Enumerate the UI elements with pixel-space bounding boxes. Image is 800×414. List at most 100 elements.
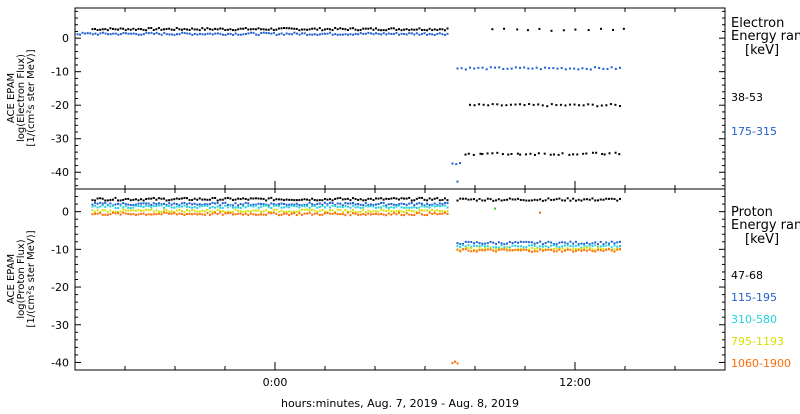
data-point-310-580 (321, 204, 324, 207)
data-point-175-315 (237, 33, 240, 36)
data-point-47-68 (311, 197, 314, 200)
data-point-47-68 (290, 198, 293, 201)
data-point-38-53 (614, 151, 617, 154)
data-point-310-580 (214, 206, 217, 209)
data-point-38-53 (91, 28, 94, 31)
data-point-175-315 (455, 163, 458, 166)
data-point-175-315 (163, 31, 166, 34)
data-point-47-68 (436, 197, 439, 200)
data-point-38-53 (283, 27, 286, 30)
data-point-115-195 (372, 203, 375, 206)
data-point-115-195 (382, 201, 385, 204)
data-point-47-68 (569, 199, 572, 202)
data-point-115-195 (369, 203, 372, 206)
data-point-310-580 (257, 206, 260, 209)
data-point-310-580 (497, 246, 500, 249)
data-point-795-1193 (555, 247, 558, 250)
data-point-38-53 (408, 29, 411, 32)
data-point-175-315 (423, 32, 426, 35)
data-point-38-53 (242, 27, 245, 30)
data-point-47-68 (267, 197, 270, 200)
data-point-310-580 (484, 245, 487, 248)
data-point-38-53 (346, 28, 349, 31)
data-point-795-1193 (119, 210, 122, 213)
data-point-310-580 (163, 206, 166, 209)
data-point-310-580 (142, 206, 145, 209)
data-point-175-315 (155, 31, 158, 34)
data-point-1060-1900 (323, 212, 326, 215)
data-point-310-580 (178, 205, 181, 208)
data-point-175-315 (519, 66, 521, 69)
data-point-1060-1900 (247, 213, 250, 216)
data-point-310-580 (198, 205, 201, 208)
data-point-47-68 (530, 199, 533, 202)
data-point-38-53 (201, 27, 204, 30)
data-point-1060-1900 (326, 211, 329, 214)
data-point-795-1193 (585, 246, 588, 249)
data-point-1060-1900 (392, 212, 395, 215)
data-point-1060-1900 (530, 250, 533, 253)
data-point-115-195 (344, 202, 347, 205)
data-point-115-195 (462, 242, 465, 245)
data-point-310-580 (313, 204, 316, 207)
data-point-115-195 (359, 203, 362, 206)
data-point-47-68 (122, 198, 125, 201)
data-point-175-315 (145, 31, 148, 34)
data-point-175-315 (122, 32, 125, 35)
data-point-38-53 (573, 103, 576, 106)
data-point-795-1193 (175, 209, 178, 212)
data-point-38-53 (321, 29, 324, 32)
data-point-310-580 (323, 206, 326, 209)
data-point-310-580 (311, 205, 314, 208)
data-point-115-195 (594, 241, 597, 244)
data-point-795-1193 (196, 210, 199, 213)
data-point-47-68 (392, 197, 395, 200)
data-point-47-68 (321, 199, 324, 202)
data-point-795-1193 (572, 248, 575, 251)
data-point-795-1193 (321, 209, 324, 212)
data-point-310-580 (242, 205, 245, 208)
data-point-38-53 (178, 28, 181, 31)
data-point-175-315 (183, 32, 186, 35)
data-point-47-68 (101, 197, 104, 200)
data-point-175-315 (242, 33, 245, 36)
data-point-47-68 (594, 199, 597, 202)
data-point-38-53 (300, 28, 303, 31)
data-point-175-315 (257, 33, 260, 36)
data-point-47-68 (354, 198, 357, 201)
data-point-1060-1900 (117, 212, 120, 215)
data-point-115-195 (362, 204, 365, 207)
data-point-38-53 (237, 28, 240, 31)
data-point-310-580 (122, 206, 125, 209)
data-point-47-68 (331, 199, 334, 202)
data-point-38-53 (331, 29, 334, 32)
data-point-115-195 (183, 201, 186, 204)
data-point-47-68 (616, 199, 619, 202)
data-point-38-53 (538, 27, 541, 30)
data-point-795-1193 (344, 208, 347, 211)
data-point-795-1193 (221, 210, 224, 213)
data-point-1060-1900 (234, 213, 237, 216)
data-point-175-315 (318, 33, 321, 36)
data-point-175-315 (219, 32, 222, 35)
data-point-795-1193 (475, 249, 478, 252)
data-point-115-195 (400, 202, 403, 205)
data-point-175-315 (321, 32, 324, 35)
data-point-795-1193 (372, 209, 375, 212)
data-point-1060-1900 (359, 213, 362, 216)
data-point-47-68 (242, 197, 245, 200)
data-point-795-1193 (613, 248, 616, 251)
data-point-175-315 (334, 33, 337, 36)
data-point-38-53 (152, 29, 155, 32)
data-point-38-53 (600, 27, 603, 30)
data-point-115-195 (426, 202, 429, 205)
data-point-795-1193 (311, 208, 314, 211)
data-point-1060-1900 (596, 248, 599, 251)
data-point-1060-1900 (367, 212, 370, 215)
data-point-1060-1900 (96, 212, 99, 215)
data-point-795-1193 (426, 209, 429, 212)
data-point-38-53 (214, 27, 217, 30)
data-point-795-1193 (293, 210, 296, 213)
data-point-175-315 (137, 33, 140, 36)
data-point-310-580 (221, 206, 224, 209)
